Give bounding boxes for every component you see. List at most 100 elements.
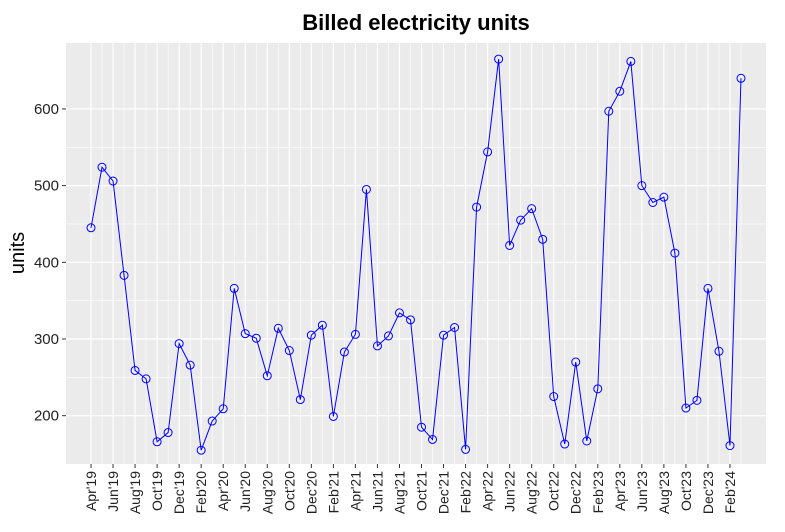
data-point xyxy=(692,395,702,405)
data-point xyxy=(350,329,360,339)
x-tick-label: Dec'23 xyxy=(700,471,716,514)
data-point xyxy=(648,198,658,208)
data-point xyxy=(163,428,173,438)
y-tick-labels: 200 300 400 500 600 xyxy=(34,101,59,425)
data-point xyxy=(196,445,206,455)
data-point xyxy=(538,234,548,244)
x-tick-label: Jun'22 xyxy=(502,471,518,512)
x-tick-label: Oct'19 xyxy=(149,471,165,511)
x-tick-label: Jun'21 xyxy=(369,471,385,512)
x-tick-label: Apr'22 xyxy=(480,471,496,511)
data-point xyxy=(615,86,625,96)
data-point xyxy=(659,192,669,202)
data-point xyxy=(262,371,272,381)
series-points xyxy=(86,54,746,455)
data-point xyxy=(714,346,724,356)
data-point xyxy=(736,73,746,83)
x-tick-label: Feb'21 xyxy=(325,471,341,514)
y-axis-label: units xyxy=(7,232,29,274)
y-tick-label: 400 xyxy=(34,254,59,271)
x-tick-label: Feb'24 xyxy=(722,471,738,514)
plot-panel xyxy=(66,43,766,464)
data-point xyxy=(383,331,393,341)
data-point xyxy=(141,374,151,384)
data-point xyxy=(317,320,327,330)
data-point xyxy=(284,346,294,356)
y-tick-label: 600 xyxy=(34,101,59,118)
x-tick-label: Oct'20 xyxy=(281,471,297,511)
data-point xyxy=(582,436,592,446)
x-tick-label: Oct'21 xyxy=(414,471,430,511)
data-point xyxy=(328,411,338,421)
x-tick-label: Aug'21 xyxy=(391,471,407,514)
y-tick-label: 200 xyxy=(34,408,59,425)
x-tick-label: Oct'23 xyxy=(678,471,694,511)
data-point xyxy=(604,106,614,116)
x-tick-label: Feb'22 xyxy=(458,471,474,514)
y-tick-label: 500 xyxy=(34,178,59,195)
data-point xyxy=(372,341,382,351)
data-point xyxy=(670,248,680,258)
x-tick-label: Feb'23 xyxy=(590,471,606,514)
data-point xyxy=(417,422,427,432)
data-point xyxy=(185,360,195,370)
data-point xyxy=(637,181,647,191)
x-tick-label: Aug'19 xyxy=(127,471,143,514)
data-point xyxy=(119,270,129,280)
data-point xyxy=(516,215,526,225)
data-point xyxy=(461,444,471,454)
data-point xyxy=(483,147,493,157)
data-point xyxy=(207,416,217,426)
x-tick-label: Feb'20 xyxy=(193,471,209,514)
data-point xyxy=(681,403,691,413)
data-point xyxy=(295,395,305,405)
data-point xyxy=(725,441,735,451)
data-point xyxy=(428,434,438,444)
data-point xyxy=(240,329,250,339)
data-point xyxy=(394,308,404,318)
data-point xyxy=(593,384,603,394)
x-tick-labels: Apr'19 Jun'19 Aug'19 Oct'19 Dec'19 Feb'20 Apr'… xyxy=(83,471,738,514)
data-point xyxy=(405,315,415,325)
x-tick-label: Jun'20 xyxy=(237,471,253,512)
data-point xyxy=(86,223,96,233)
x-tick-label: Aug'23 xyxy=(656,471,672,514)
x-tick-label: Apr'23 xyxy=(612,471,628,511)
data-point xyxy=(108,176,118,186)
data-point xyxy=(494,54,504,64)
data-point xyxy=(152,437,162,447)
data-point xyxy=(560,439,570,449)
x-tick-label: Apr'21 xyxy=(347,471,363,511)
x-tick-label: Dec'20 xyxy=(303,471,319,514)
data-point xyxy=(571,357,581,367)
axes xyxy=(62,108,731,468)
y-tick-label: 300 xyxy=(34,331,59,348)
data-point xyxy=(218,404,228,414)
x-tick-label: Dec'21 xyxy=(436,471,452,514)
data-point xyxy=(549,392,559,402)
data-point xyxy=(306,330,316,340)
data-point xyxy=(251,333,261,343)
data-point xyxy=(130,365,140,375)
data-point xyxy=(527,204,537,214)
data-point xyxy=(229,283,239,293)
chart-title: Billed electricity units xyxy=(302,10,529,35)
data-point xyxy=(472,202,482,212)
x-tick-label: Aug'22 xyxy=(524,471,540,514)
series-line xyxy=(90,59,742,451)
x-tick-label: Jun'19 xyxy=(105,471,121,512)
data-point xyxy=(703,283,713,293)
data-point xyxy=(361,184,371,194)
data-point xyxy=(439,330,449,340)
data-point xyxy=(174,339,184,349)
grid-lines xyxy=(66,43,766,464)
data-point xyxy=(505,240,515,250)
data-point xyxy=(626,56,636,66)
x-tick-label: Dec'22 xyxy=(568,471,584,514)
x-tick-label: Jun'23 xyxy=(634,471,650,512)
x-tick-label: Apr'19 xyxy=(83,471,99,511)
x-tick-label: Oct'22 xyxy=(546,471,562,511)
data-point xyxy=(450,323,460,333)
x-tick-label: Aug'20 xyxy=(259,471,275,514)
